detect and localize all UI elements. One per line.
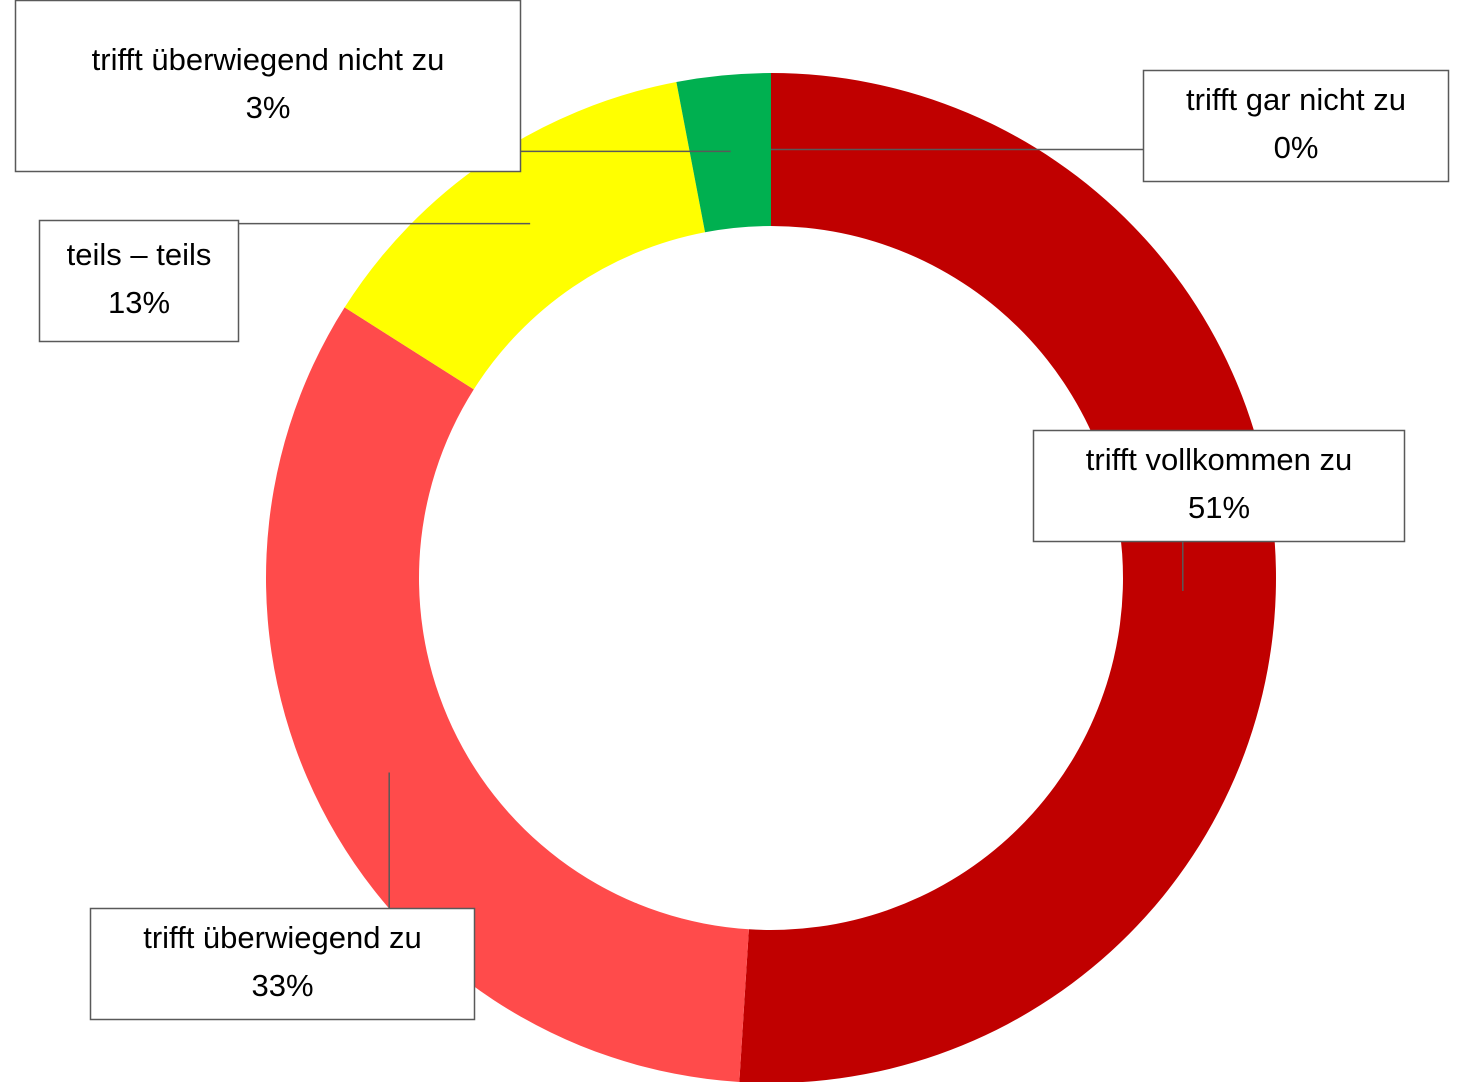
category-label: trifft überwiegend nicht zu (92, 42, 445, 77)
value-label: 51% (1188, 490, 1250, 525)
category-label: trifft gar nicht zu (1186, 82, 1406, 117)
donut-slice (266, 307, 749, 1082)
category-label: trifft überwiegend zu (143, 920, 422, 955)
value-label: 3% (246, 90, 291, 125)
callout-box (38, 219, 240, 343)
category-label: teils – teils (67, 237, 212, 272)
donut-slice (739, 73, 1277, 1082)
callout-box (1142, 69, 1450, 183)
donut (266, 73, 1277, 1082)
category-label: trifft vollkommen zu (1086, 442, 1352, 477)
callout-box (14, 0, 522, 173)
callout-box (89, 907, 476, 1021)
donut-slice (344, 81, 706, 390)
callouts: trifft vollkommen zu 51% trifft überwiegen… (14, 0, 1450, 1021)
donut-slice (676, 73, 771, 233)
value-label: 0% (1274, 130, 1319, 165)
value-label: 33% (251, 968, 313, 1003)
value-label: 13% (108, 285, 170, 320)
callout-box (1032, 429, 1406, 543)
